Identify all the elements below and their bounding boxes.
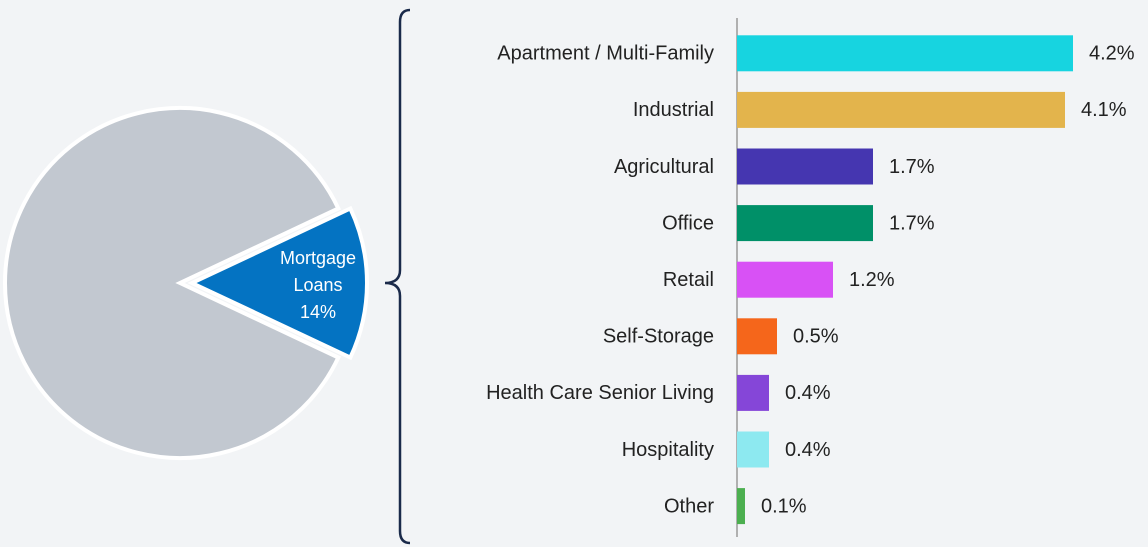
- bar: [737, 91, 1065, 128]
- bar: [737, 205, 873, 242]
- bracket: [384, 8, 411, 545]
- category-label: Retail: [663, 269, 714, 291]
- value-label: 4.1%: [1081, 99, 1127, 121]
- value-label: 1.2%: [849, 269, 895, 291]
- slice-value-label: 14%: [299, 302, 337, 322]
- bar: [737, 35, 1073, 72]
- bar: [737, 318, 777, 355]
- value-label: 0.4%: [785, 382, 831, 404]
- category-label: Other: [664, 495, 714, 517]
- value-label: 0.5%: [793, 326, 839, 348]
- category-label: Office: [662, 212, 714, 234]
- slice-label: Mortgage Loans: [279, 248, 357, 295]
- value-label: 0.4%: [785, 439, 831, 461]
- value-label: 1.7%: [889, 212, 935, 234]
- category-label: Agricultural: [614, 156, 714, 178]
- bar: [737, 148, 873, 185]
- value-label: 4.2%: [1089, 43, 1135, 65]
- category-label: Health Care Senior Living: [486, 382, 714, 404]
- category-label: Hospitality: [622, 439, 714, 461]
- bar: [737, 488, 745, 525]
- value-label: 1.7%: [889, 156, 935, 178]
- bar: [737, 261, 833, 298]
- value-label: 0.1%: [761, 495, 807, 517]
- bar: [737, 431, 769, 468]
- pie-slice: [3, 106, 342, 460]
- category-label: Apartment / Multi-Family: [497, 43, 714, 65]
- category-label: Industrial: [633, 99, 714, 121]
- category-label: Self-Storage: [603, 326, 714, 348]
- pie-slice: [187, 205, 369, 361]
- bar: [737, 374, 769, 411]
